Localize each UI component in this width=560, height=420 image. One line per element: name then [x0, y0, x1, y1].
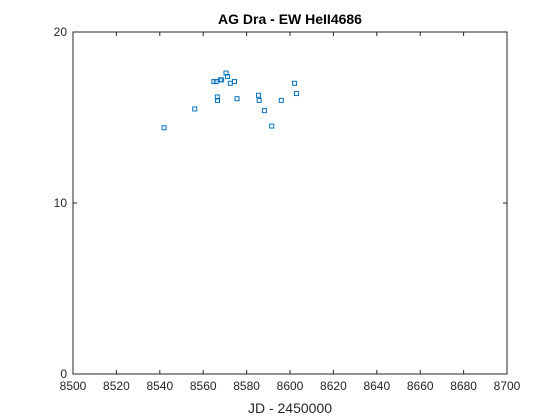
data-point: [234, 96, 240, 102]
data-point: [278, 97, 284, 103]
data-point: [261, 108, 267, 114]
data-point: [256, 97, 262, 103]
x-tick-label: 8680: [450, 379, 477, 393]
data-point: [225, 73, 231, 79]
y-tick-label: 10: [54, 196, 68, 210]
plot-area: [72, 31, 508, 375]
x-axis-label: JD - 2450000: [248, 400, 332, 416]
x-tick-label: 8520: [103, 379, 130, 393]
x-tick-label: 8660: [407, 379, 434, 393]
y-axis: 0 10 20: [54, 25, 507, 381]
x-axis: 8500 8520 8540 8560 8580 8600 8620 8640 8660 8680…: [60, 32, 521, 393]
x-tick-label: 8500: [60, 379, 87, 393]
data-point: [294, 91, 300, 97]
data-point: [214, 94, 220, 100]
data-point: [219, 77, 225, 83]
data-point: [215, 97, 221, 103]
data-point: [161, 125, 167, 131]
data-point: [256, 92, 262, 98]
x-tick-label: 8580: [233, 379, 260, 393]
data-point: [269, 123, 275, 129]
data-point: [231, 79, 237, 85]
x-tick-label: 8600: [277, 379, 304, 393]
x-tick-label: 8560: [190, 379, 217, 393]
data-point: [192, 106, 198, 112]
x-tick-label: 8700: [494, 379, 521, 393]
y-tick-label: 20: [54, 25, 68, 39]
data-points: [161, 70, 300, 131]
x-tick-label: 8620: [320, 379, 347, 393]
x-tick-label: 8540: [146, 379, 173, 393]
y-tick-label: 0: [60, 367, 67, 381]
chart-title: AG Dra - EW HeII4686: [218, 11, 362, 27]
data-point: [292, 80, 298, 86]
x-tick-label: 8640: [363, 379, 390, 393]
